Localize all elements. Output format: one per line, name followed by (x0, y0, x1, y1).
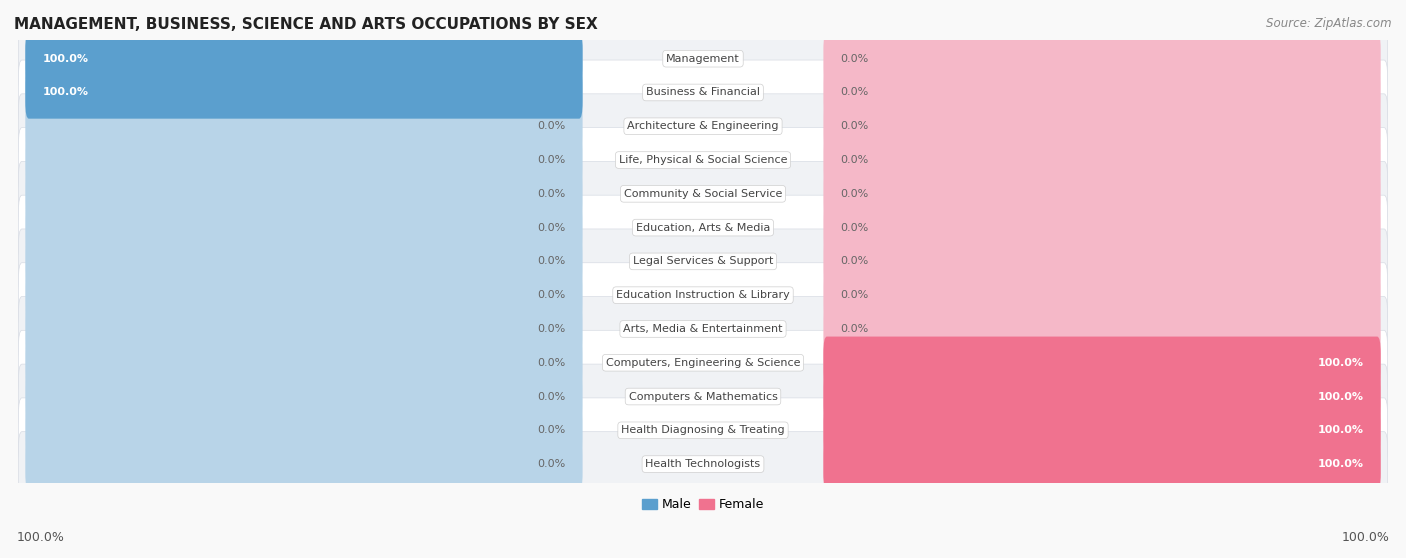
FancyBboxPatch shape (824, 66, 1381, 119)
Text: 0.0%: 0.0% (841, 155, 869, 165)
FancyBboxPatch shape (18, 263, 1388, 328)
FancyBboxPatch shape (18, 195, 1388, 260)
Text: Computers & Mathematics: Computers & Mathematics (628, 392, 778, 402)
Text: 0.0%: 0.0% (841, 189, 869, 199)
FancyBboxPatch shape (824, 404, 1381, 456)
Text: Community & Social Service: Community & Social Service (624, 189, 782, 199)
FancyBboxPatch shape (25, 438, 582, 490)
FancyBboxPatch shape (18, 60, 1388, 125)
Text: Architecture & Engineering: Architecture & Engineering (627, 121, 779, 131)
FancyBboxPatch shape (25, 201, 582, 254)
FancyBboxPatch shape (18, 398, 1388, 463)
FancyBboxPatch shape (824, 336, 1381, 389)
FancyBboxPatch shape (824, 404, 1381, 456)
Text: Management: Management (666, 54, 740, 64)
Text: 0.0%: 0.0% (841, 223, 869, 233)
Text: Health Technologists: Health Technologists (645, 459, 761, 469)
Text: 0.0%: 0.0% (537, 425, 565, 435)
Text: Source: ZipAtlas.com: Source: ZipAtlas.com (1267, 17, 1392, 30)
FancyBboxPatch shape (824, 201, 1381, 254)
FancyBboxPatch shape (18, 26, 1388, 91)
Text: Education Instruction & Library: Education Instruction & Library (616, 290, 790, 300)
FancyBboxPatch shape (824, 32, 1381, 85)
FancyBboxPatch shape (824, 167, 1381, 220)
Text: 100.0%: 100.0% (1317, 358, 1364, 368)
FancyBboxPatch shape (25, 32, 582, 85)
Text: 0.0%: 0.0% (537, 459, 565, 469)
Text: 0.0%: 0.0% (841, 290, 869, 300)
Text: 0.0%: 0.0% (537, 358, 565, 368)
FancyBboxPatch shape (25, 167, 582, 220)
FancyBboxPatch shape (25, 269, 582, 321)
FancyBboxPatch shape (824, 371, 1381, 423)
FancyBboxPatch shape (18, 432, 1388, 497)
FancyBboxPatch shape (824, 134, 1381, 186)
Text: 0.0%: 0.0% (537, 189, 565, 199)
Text: 100.0%: 100.0% (1317, 392, 1364, 402)
Text: 100.0%: 100.0% (1317, 459, 1364, 469)
Text: Education, Arts & Media: Education, Arts & Media (636, 223, 770, 233)
FancyBboxPatch shape (824, 336, 1381, 389)
FancyBboxPatch shape (18, 128, 1388, 193)
Text: Legal Services & Support: Legal Services & Support (633, 256, 773, 266)
Text: 0.0%: 0.0% (537, 155, 565, 165)
Text: 0.0%: 0.0% (537, 121, 565, 131)
FancyBboxPatch shape (824, 303, 1381, 355)
Text: 100.0%: 100.0% (1317, 425, 1364, 435)
Text: 0.0%: 0.0% (537, 256, 565, 266)
Legend: Male, Female: Male, Female (637, 493, 769, 516)
FancyBboxPatch shape (25, 134, 582, 186)
Text: 0.0%: 0.0% (537, 392, 565, 402)
Text: 0.0%: 0.0% (537, 290, 565, 300)
Text: 100.0%: 100.0% (1341, 531, 1389, 544)
FancyBboxPatch shape (25, 32, 582, 85)
FancyBboxPatch shape (18, 229, 1388, 294)
FancyBboxPatch shape (824, 269, 1381, 321)
Text: Arts, Media & Entertainment: Arts, Media & Entertainment (623, 324, 783, 334)
Text: Health Diagnosing & Treating: Health Diagnosing & Treating (621, 425, 785, 435)
FancyBboxPatch shape (25, 336, 582, 389)
FancyBboxPatch shape (18, 296, 1388, 362)
Text: 100.0%: 100.0% (17, 531, 65, 544)
FancyBboxPatch shape (18, 94, 1388, 158)
Text: 0.0%: 0.0% (537, 324, 565, 334)
Text: 0.0%: 0.0% (841, 121, 869, 131)
FancyBboxPatch shape (25, 100, 582, 152)
FancyBboxPatch shape (824, 438, 1381, 490)
FancyBboxPatch shape (824, 100, 1381, 152)
FancyBboxPatch shape (25, 235, 582, 287)
FancyBboxPatch shape (18, 364, 1388, 429)
Text: 0.0%: 0.0% (841, 88, 869, 98)
Text: 100.0%: 100.0% (42, 88, 89, 98)
Text: Computers, Engineering & Science: Computers, Engineering & Science (606, 358, 800, 368)
Text: Life, Physical & Social Science: Life, Physical & Social Science (619, 155, 787, 165)
Text: 0.0%: 0.0% (841, 324, 869, 334)
FancyBboxPatch shape (824, 235, 1381, 287)
Text: 0.0%: 0.0% (537, 223, 565, 233)
FancyBboxPatch shape (824, 438, 1381, 490)
FancyBboxPatch shape (25, 404, 582, 456)
FancyBboxPatch shape (18, 161, 1388, 226)
Text: Business & Financial: Business & Financial (645, 88, 761, 98)
FancyBboxPatch shape (18, 330, 1388, 395)
FancyBboxPatch shape (25, 371, 582, 423)
Text: 100.0%: 100.0% (42, 54, 89, 64)
FancyBboxPatch shape (824, 371, 1381, 423)
FancyBboxPatch shape (25, 303, 582, 355)
FancyBboxPatch shape (25, 66, 582, 119)
Text: 0.0%: 0.0% (841, 54, 869, 64)
Text: MANAGEMENT, BUSINESS, SCIENCE AND ARTS OCCUPATIONS BY SEX: MANAGEMENT, BUSINESS, SCIENCE AND ARTS O… (14, 17, 598, 32)
Text: 0.0%: 0.0% (841, 256, 869, 266)
FancyBboxPatch shape (25, 66, 582, 119)
